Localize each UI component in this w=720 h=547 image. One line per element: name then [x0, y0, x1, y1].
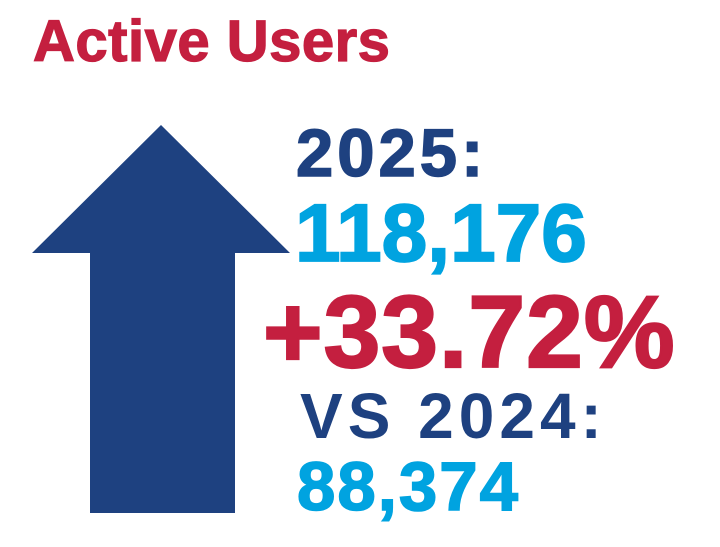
current-year-label: 2025:	[295, 116, 488, 191]
previous-year-label: VS 2024:	[300, 380, 607, 452]
current-year-value: 118,176	[294, 188, 588, 279]
change-percent-value: +33.72%	[262, 275, 676, 389]
previous-year-value: 88,374	[296, 448, 521, 525]
arrow-up-icon	[32, 125, 290, 513]
page-title: Active Users	[32, 9, 391, 74]
arrow-up-shape	[32, 125, 290, 513]
